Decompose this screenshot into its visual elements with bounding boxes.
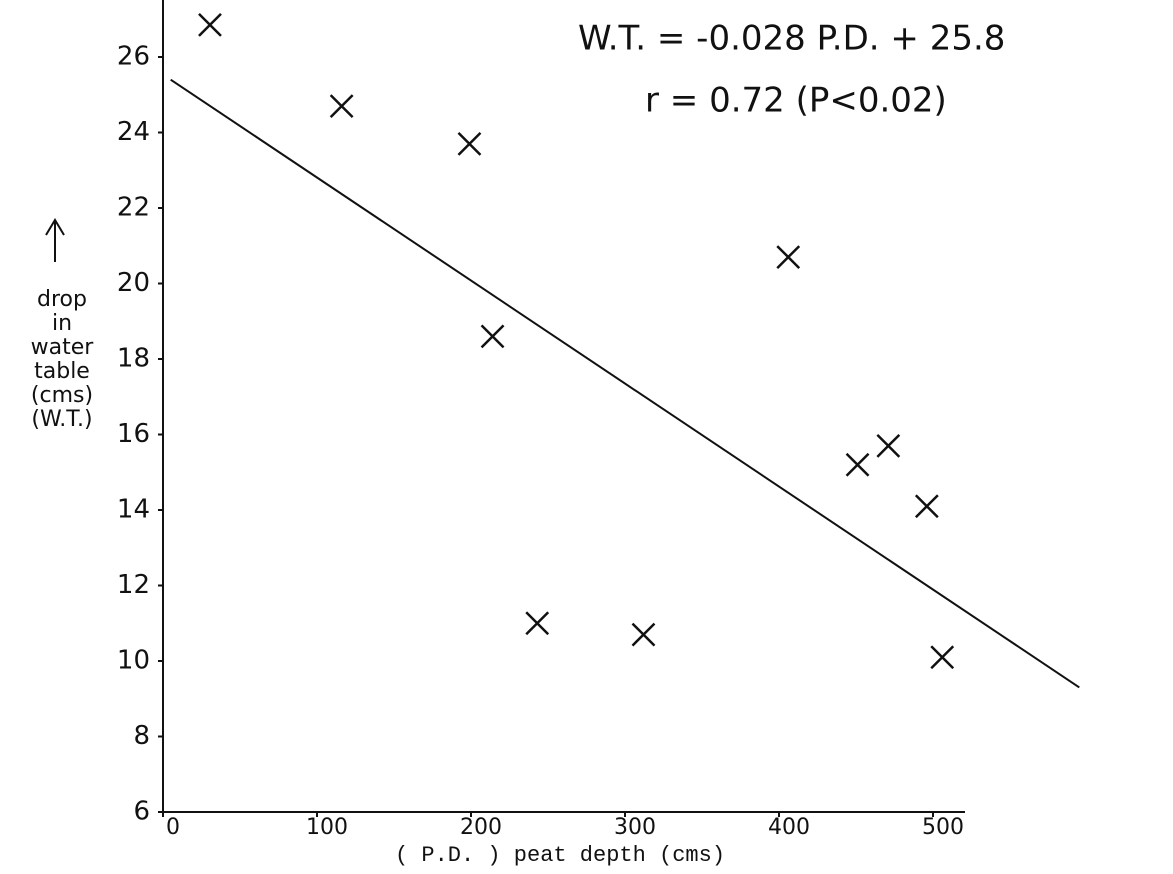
point	[914, 494, 939, 519]
y-axis-label: drop	[37, 287, 87, 312]
point	[198, 13, 222, 37]
y-tick-label: 12	[117, 570, 150, 600]
y-tick-label: 24	[117, 117, 150, 147]
trend-line	[170, 78, 1080, 689]
correlation: r = 0.72 (P<0.02)	[645, 81, 947, 121]
y-arrow	[45, 218, 65, 262]
y-tick-label: 18	[117, 344, 150, 374]
point	[876, 433, 901, 458]
y-tick-label: 8	[133, 721, 150, 751]
y-axis-label: table	[34, 359, 90, 384]
y-tick-label: 26	[117, 42, 150, 72]
x-tick-label: 200	[460, 815, 502, 840]
point	[631, 622, 656, 647]
y-axis-label: (cms)	[31, 383, 93, 408]
y-tick-label: 6	[133, 797, 150, 827]
y-tick-label: 16	[117, 419, 150, 449]
point	[930, 645, 955, 670]
x-axis-label: ( P.D. ) peat depth (cms)	[395, 843, 725, 868]
equation: W.T. = -0.028 P.D. + 25.8	[578, 19, 1005, 59]
point	[776, 245, 801, 269]
y-tick-label: 20	[117, 268, 150, 298]
y-axis-label: (W.T.)	[31, 407, 92, 432]
y-tick-label: 10	[117, 646, 150, 676]
point	[329, 94, 354, 118]
y-axis-label: in	[52, 311, 72, 336]
point	[525, 611, 550, 636]
x-tick-label: 300	[614, 815, 656, 840]
y-axis-label: water	[31, 335, 95, 360]
y-tick-label: 14	[117, 495, 150, 525]
y-tick-label: 22	[117, 193, 150, 223]
point	[457, 131, 482, 156]
point	[845, 452, 870, 477]
point	[480, 324, 505, 349]
x-tick-label: 400	[768, 815, 810, 840]
x-tick-label: 500	[922, 815, 964, 840]
x-tick-label: 0	[166, 815, 180, 840]
x-tick-label: 100	[306, 815, 348, 840]
